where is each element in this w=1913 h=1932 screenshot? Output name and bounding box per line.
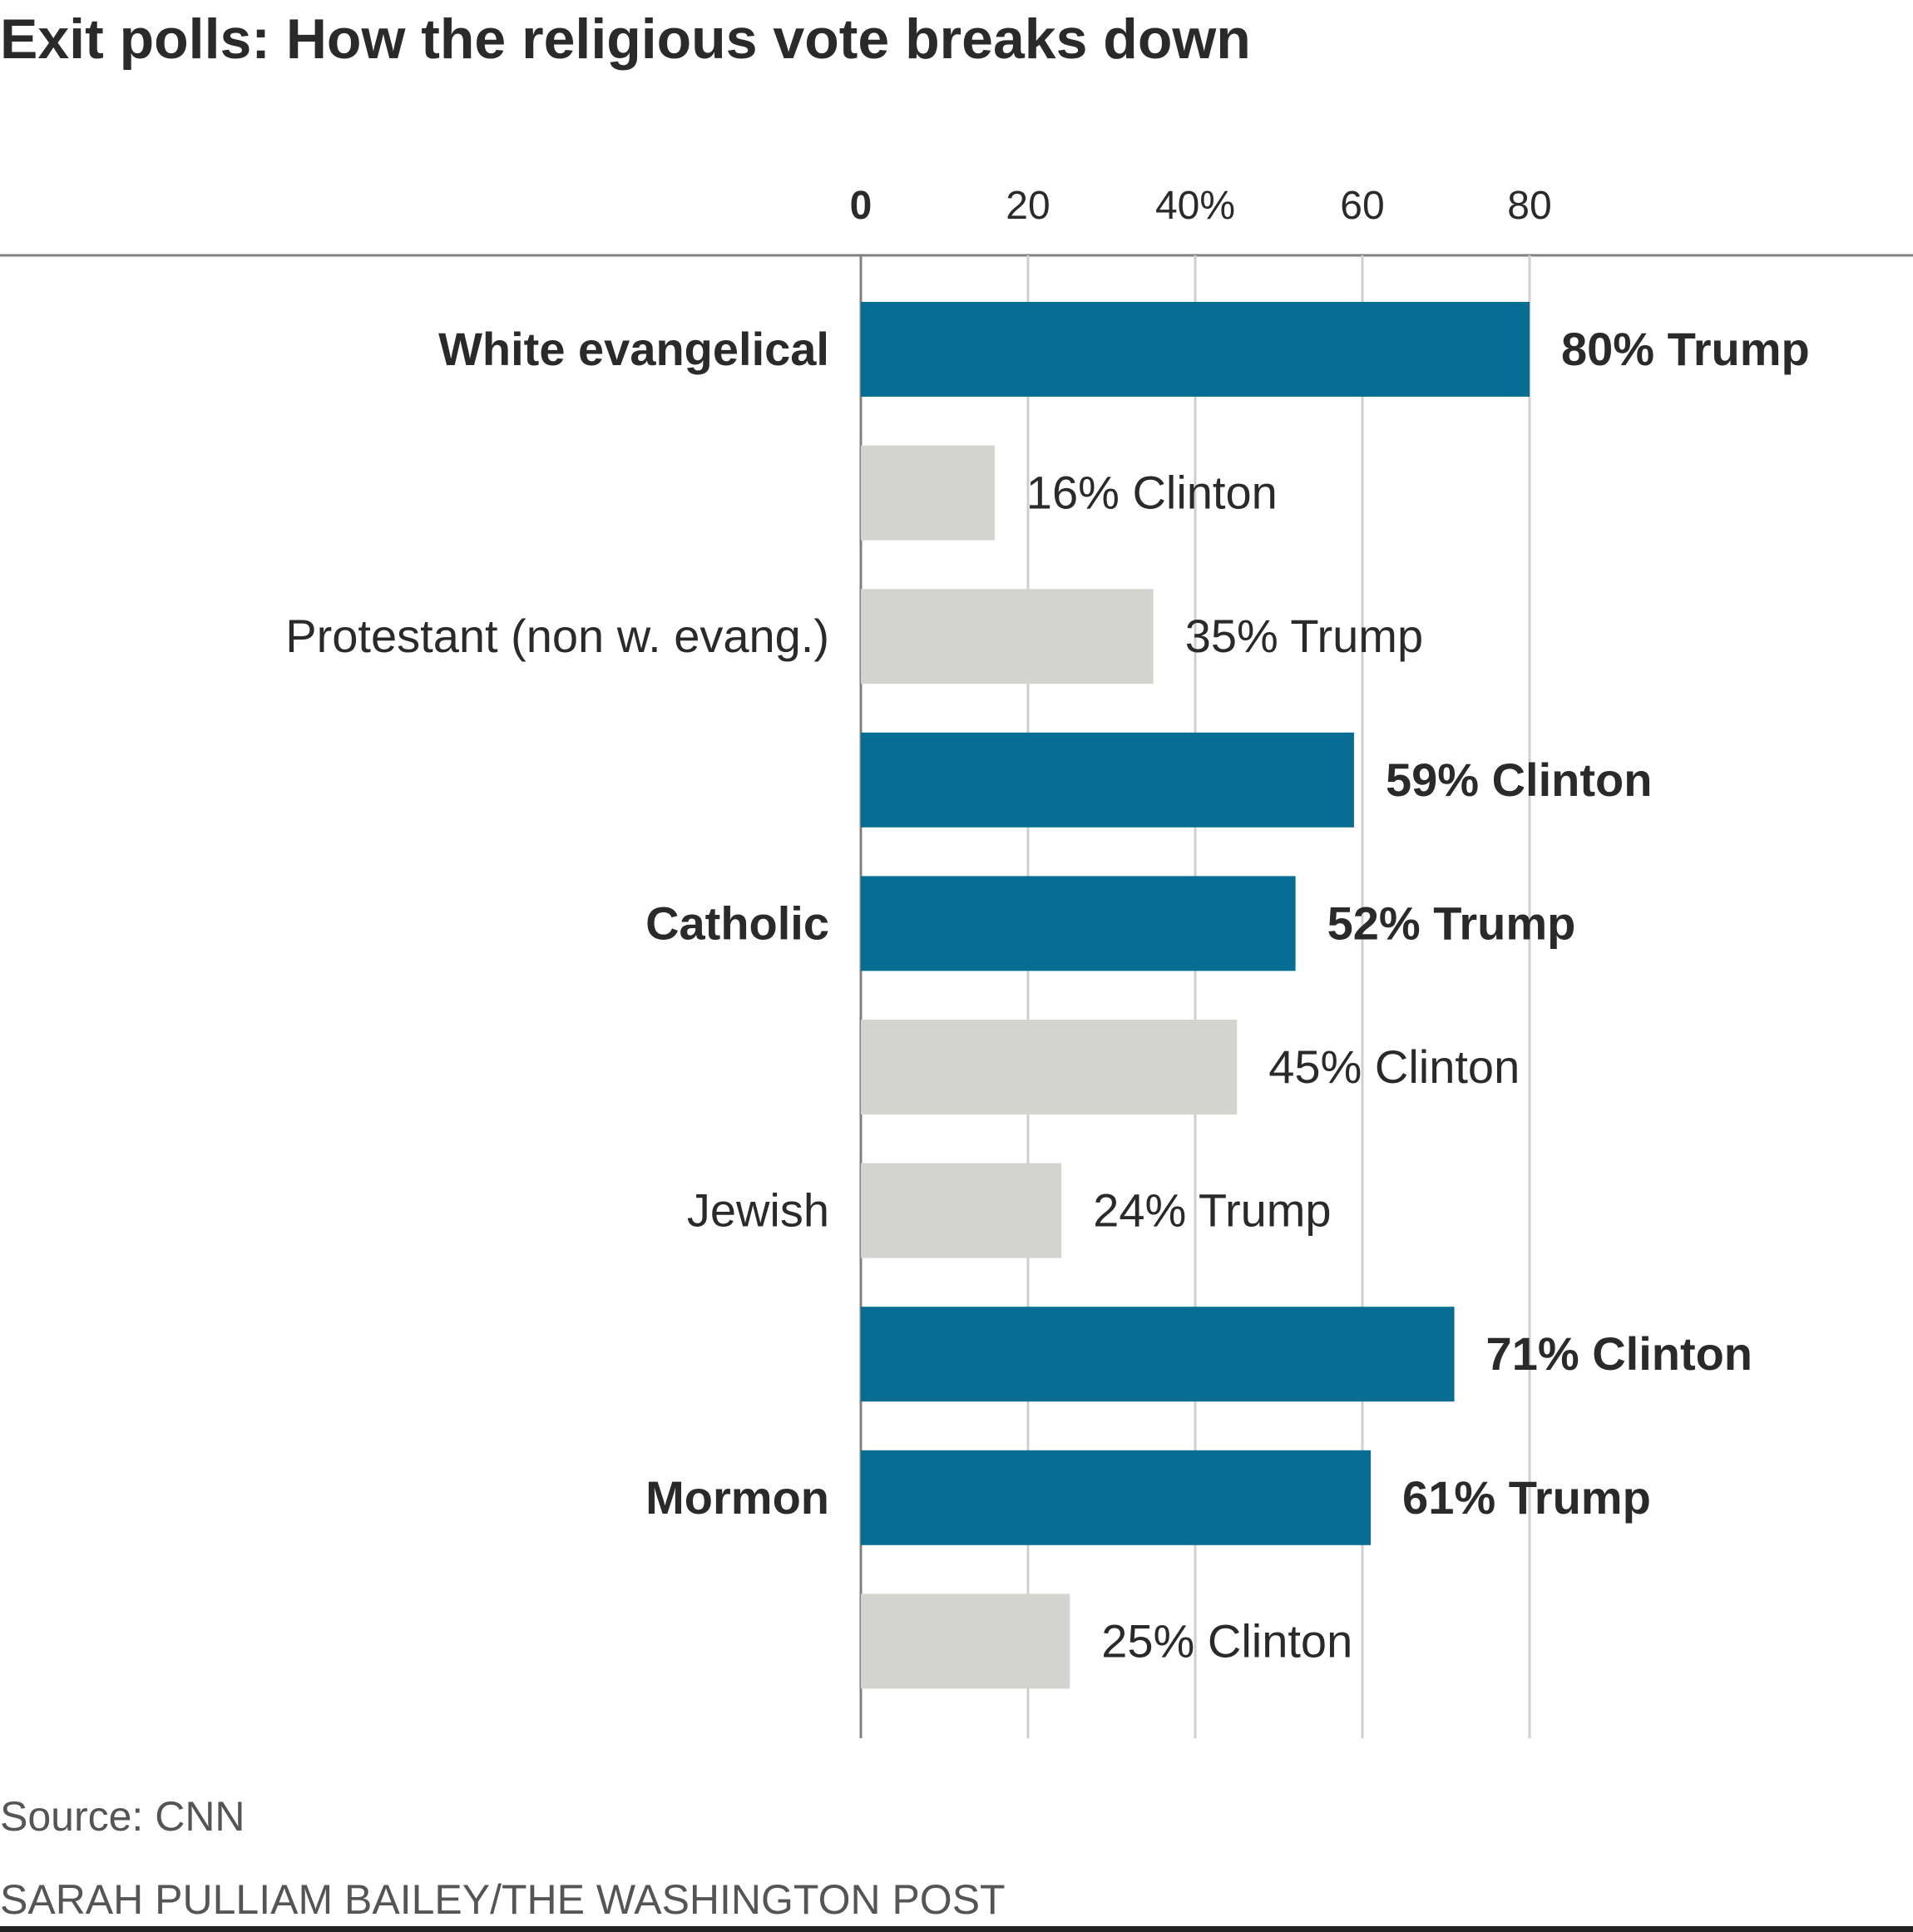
category-label-3: Jewish (687, 1184, 829, 1237)
bar-0-1 (861, 445, 995, 541)
data-label-1-1: 59% Clinton (1386, 754, 1652, 806)
tick-label-60: 60 (1340, 184, 1384, 228)
bar-4-1 (861, 1594, 1070, 1689)
bar-0-0 (861, 302, 1530, 397)
data-label-4-0: 61% Trump (1402, 1471, 1651, 1524)
chart-title: Exit polls: How the religious vote break… (0, 7, 1251, 71)
tick-label-0: 0 (850, 184, 872, 228)
data-label-3-1: 71% Clinton (1486, 1327, 1752, 1380)
bar-2-0 (861, 876, 1296, 971)
category-label-2: Catholic (645, 897, 829, 949)
data-label-2-1: 45% Clinton (1268, 1040, 1520, 1093)
source-note: Source: CNN (0, 1793, 245, 1840)
category-label-0: White evangelical (438, 323, 829, 375)
bottom-rule (0, 1926, 1913, 1932)
category-label-1: Protestant (non w. evang.) (285, 610, 829, 662)
bar-chart: 0 20 40% 60 80 80% Trump White evangelical 16% … (0, 184, 1913, 1738)
data-label-3-0: 24% Trump (1093, 1184, 1331, 1237)
data-label-0-1: 16% Clinton (1026, 467, 1278, 519)
category-label-4: Mormon (645, 1471, 829, 1524)
tick-label-20: 20 (1006, 184, 1050, 228)
data-label-1-0: 35% Trump (1185, 610, 1423, 662)
bar-3-0 (861, 1163, 1062, 1258)
bar-1-0 (861, 589, 1154, 684)
bar-3-1 (861, 1307, 1455, 1402)
bar-2-1 (861, 1020, 1238, 1114)
bar-4-0 (861, 1450, 1372, 1545)
bar-1-1 (861, 732, 1354, 828)
labels: 0 20 40% 60 80 80% Trump White evangelical 16% … (285, 184, 1809, 1667)
tick-label-40: 40% (1155, 184, 1235, 228)
data-label-0-0: 80% Trump (1561, 323, 1810, 375)
data-label-4-1: 25% Clinton (1101, 1614, 1352, 1667)
data-label-2-0: 52% Trump (1327, 897, 1576, 949)
bars (861, 302, 1530, 1689)
tick-label-80: 80 (1507, 184, 1551, 228)
credit-line: SARAH PULLIAM BAILEY/THE WASHINGTON POST (0, 1876, 1006, 1923)
